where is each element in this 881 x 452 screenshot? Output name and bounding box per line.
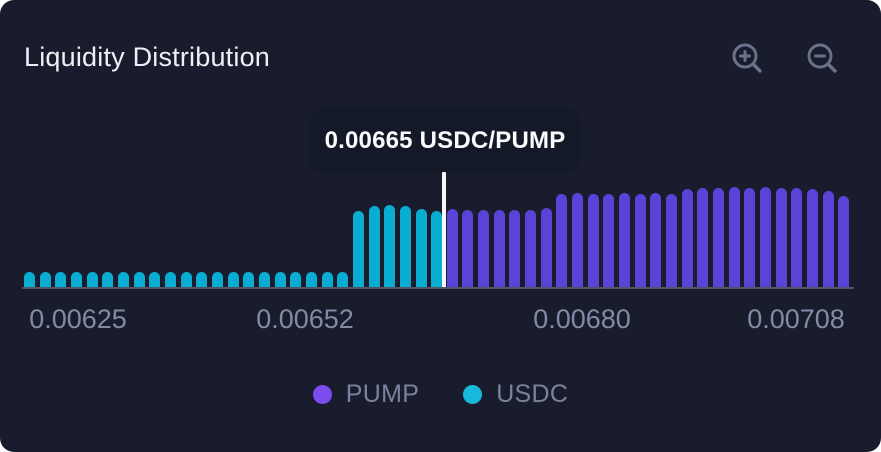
current-price-tooltip: 0.00665 USDC/PUMP (309, 108, 581, 173)
liquidity-bin-bar (619, 193, 631, 288)
current-price-label: 0.00665 USDC/PUMP (324, 126, 566, 154)
x-axis-tick: 0.00625 (29, 304, 127, 334)
liquidity-bin-bar (243, 272, 255, 288)
usdc-legend-dot-icon (463, 385, 483, 404)
liquidity-bin-bar (697, 188, 709, 288)
legend-item-usdc: USDC (463, 380, 568, 409)
legend: PUMP USDC (0, 380, 881, 409)
liquidity-bin-bar (666, 194, 678, 288)
liquidity-bin-bar (775, 188, 787, 288)
liquidity-bin-bar (86, 272, 98, 288)
zoom-in-button[interactable] (729, 41, 765, 77)
liquidity-bin-bar (337, 272, 349, 288)
liquidity-bin-bar (462, 210, 474, 288)
liquidity-bin-bar (509, 210, 521, 288)
x-axis-tick: 0.00708 (747, 304, 845, 334)
liquidity-bin-bar (713, 188, 725, 288)
liquidity-bin-bar (587, 194, 599, 288)
magnifier-plus-icon (732, 43, 762, 73)
x-axis-line (22, 287, 854, 289)
liquidity-bin-bar (478, 210, 490, 288)
liquidity-bin-bar (415, 209, 427, 288)
magnifier-minus-icon (807, 43, 837, 73)
liquidity-bin-bar (55, 272, 67, 288)
legend-item-pump: PUMP (312, 380, 420, 409)
liquidity-bin-bar (133, 272, 145, 288)
current-price-marker-line (442, 172, 447, 288)
pump-legend-dot-icon (312, 385, 332, 404)
liquidity-bin-bar (838, 196, 850, 288)
liquidity-bin-bar (70, 272, 82, 288)
liquidity-bin-bar (274, 272, 286, 288)
liquidity-bin-bar (399, 206, 411, 288)
liquidity-bin-bar (760, 187, 772, 288)
liquidity-bin-bar (493, 210, 505, 288)
page-title: Liquidity Distribution (24, 42, 271, 72)
liquidity-bin-bar (258, 272, 270, 288)
liquidity-bin-bar (807, 189, 818, 288)
liquidity-bin-bar (39, 272, 51, 288)
x-axis-tick: 0.00652 (256, 304, 354, 334)
liquidity-bin-bar (164, 272, 176, 288)
liquidity-bin-bar (290, 272, 302, 288)
liquidity-bin-bar (431, 211, 443, 288)
liquidity-bin-bar (744, 188, 756, 288)
legend-label-usdc: USDC (496, 380, 569, 408)
liquidity-bin-bar (634, 194, 646, 288)
liquidity-bin-bar (352, 211, 364, 288)
liquidity-bin-bar (368, 206, 380, 288)
liquidity-bin-bar (650, 193, 662, 288)
liquidity-bin-bar (149, 272, 161, 288)
liquidity-bin-bar (603, 194, 615, 288)
liquidity-bin-bar (227, 272, 239, 288)
liquidity-bin-bar (556, 194, 568, 288)
liquidity-bin-bar (572, 193, 584, 288)
liquidity-bin-bar (321, 272, 333, 288)
liquidity-bin-bar (822, 191, 834, 288)
liquidity-bin-bar (525, 210, 537, 288)
liquidity-bin-bar (196, 272, 208, 288)
legend-label-pump: PUMP (345, 380, 420, 408)
liquidity-bin-bar (791, 188, 803, 288)
liquidity-bin-bar (681, 189, 693, 288)
liquidity-bin-bar (211, 272, 223, 288)
zoom-out-button[interactable] (804, 41, 840, 77)
liquidity-bin-bar (180, 272, 192, 288)
x-axis-tick: 0.00680 (533, 304, 631, 334)
liquidity-bin-bar (117, 272, 129, 288)
liquidity-bin-bar (384, 205, 396, 288)
liquidity-bin-bar (24, 272, 35, 288)
liquidity-bin-bar (305, 272, 317, 288)
liquidity-bin-bar (446, 209, 458, 288)
liquidity-bin-bar (540, 208, 552, 288)
liquidity-bin-bar (102, 272, 114, 288)
liquidity-bin-bar (728, 187, 740, 288)
